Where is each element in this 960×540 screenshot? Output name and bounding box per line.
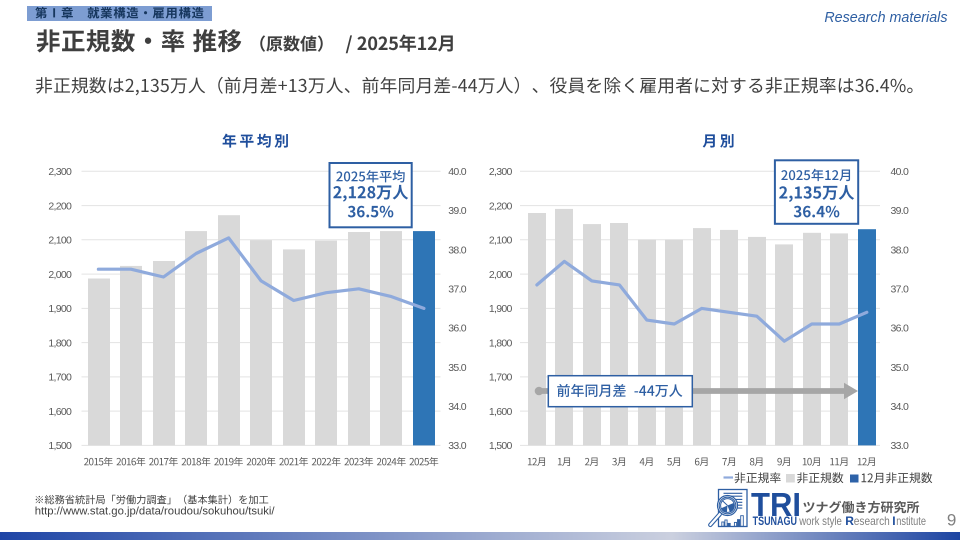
- svg-text:1,700: 1,700: [489, 372, 513, 384]
- svg-text:2,300: 2,300: [489, 166, 513, 178]
- svg-text:9: 9: [947, 511, 956, 530]
- svg-text:1,600: 1,600: [48, 406, 72, 418]
- svg-text:1,600: 1,600: [489, 406, 513, 418]
- svg-text:39.0: 39.0: [891, 205, 909, 217]
- svg-text:36.0: 36.0: [448, 323, 466, 335]
- svg-text:34.0: 34.0: [448, 401, 466, 413]
- svg-text:work style: work style: [798, 514, 842, 528]
- svg-text:2,100: 2,100: [489, 235, 513, 247]
- svg-text:http://www.stat.go.jp/data/rou: http://www.stat.go.jp/data/roudou/sokuho…: [35, 505, 276, 517]
- svg-text:1,800: 1,800: [48, 337, 72, 349]
- svg-text:Research materials: Research materials: [824, 10, 947, 26]
- svg-text:2,300: 2,300: [48, 166, 72, 178]
- svg-text:1,500: 1,500: [48, 440, 72, 452]
- svg-text:2,000: 2,000: [489, 269, 513, 281]
- svg-text:1,700: 1,700: [48, 372, 72, 384]
- svg-text:1,800: 1,800: [489, 337, 513, 349]
- svg-text:37.0: 37.0: [891, 284, 909, 296]
- svg-text:39.0: 39.0: [448, 205, 466, 217]
- svg-text:36.0: 36.0: [891, 323, 909, 335]
- svg-text:40.0: 40.0: [891, 166, 909, 178]
- svg-text:nstitute: nstitute: [896, 514, 926, 528]
- svg-text:33.0: 33.0: [448, 440, 466, 452]
- svg-text:33.0: 33.0: [891, 440, 909, 452]
- svg-text:40.0: 40.0: [448, 166, 466, 178]
- svg-text:esearch: esearch: [854, 514, 890, 528]
- svg-text:34.0: 34.0: [891, 401, 909, 413]
- svg-text:35.0: 35.0: [891, 362, 909, 374]
- svg-text:37.0: 37.0: [448, 284, 466, 296]
- svg-text:2,100: 2,100: [48, 235, 72, 247]
- svg-text:38.0: 38.0: [448, 244, 466, 256]
- svg-text:TSUNAGU: TSUNAGU: [753, 514, 797, 528]
- svg-text:R: R: [845, 514, 854, 528]
- svg-text:38.0: 38.0: [891, 244, 909, 256]
- svg-text:2,200: 2,200: [489, 200, 513, 212]
- svg-text:TRI: TRI: [751, 486, 801, 523]
- svg-text:2,000: 2,000: [48, 269, 72, 281]
- svg-text:1,500: 1,500: [489, 440, 513, 452]
- svg-text:1,900: 1,900: [489, 303, 513, 315]
- svg-text:1,900: 1,900: [48, 303, 72, 315]
- svg-text:35.0: 35.0: [448, 362, 466, 374]
- svg-text:2,200: 2,200: [48, 200, 72, 212]
- svg-text:I: I: [892, 514, 895, 528]
